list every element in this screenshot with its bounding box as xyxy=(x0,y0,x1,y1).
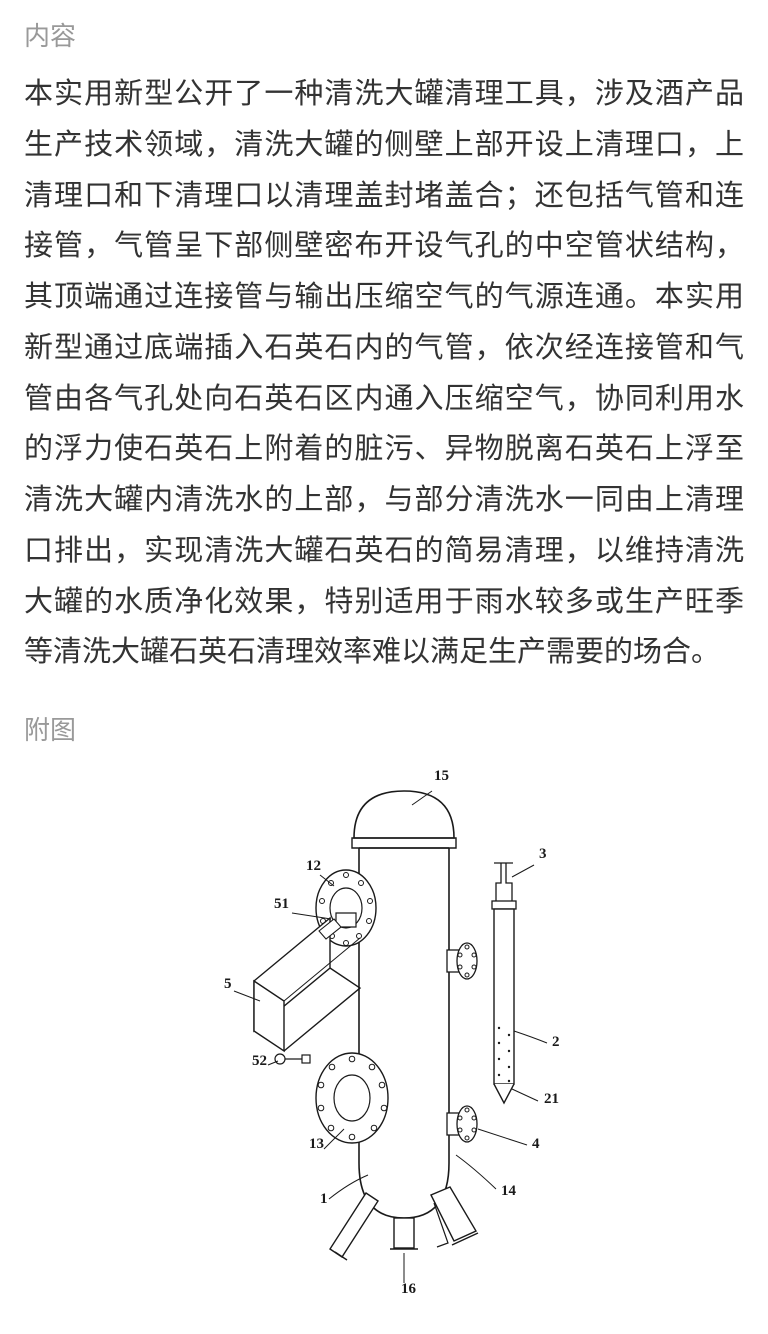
figure-callout-12: 12 xyxy=(306,858,321,874)
patent-figure-svg: 151251552131322141416 xyxy=(134,763,634,1318)
section-figure-title: 附图 xyxy=(24,710,744,747)
figure-callout-13: 13 xyxy=(309,1136,324,1152)
content-body-text: 本实用新型公开了一种清洗大罐清理工具，涉及酒产品生产技术领域，清洗大罐的侧壁上部… xyxy=(24,69,744,678)
section-content-title: 内容 xyxy=(24,16,744,53)
figure-callout-52: 52 xyxy=(252,1053,267,1069)
figure-callout-4: 4 xyxy=(532,1136,540,1152)
figure-callout-5: 5 xyxy=(224,976,232,992)
figure-callout-51: 51 xyxy=(274,896,289,912)
figure-callout-14: 14 xyxy=(501,1183,517,1199)
figure-callout-2: 2 xyxy=(552,1034,560,1050)
figure-callout-21: 21 xyxy=(544,1091,559,1107)
figure-callout-15: 15 xyxy=(434,768,449,784)
figure-callout-1: 1 xyxy=(320,1191,328,1207)
figure-callout-3: 3 xyxy=(539,846,547,862)
figure-container: 151251552131322141416 xyxy=(24,763,744,1318)
figure-callout-16: 16 xyxy=(401,1281,417,1297)
